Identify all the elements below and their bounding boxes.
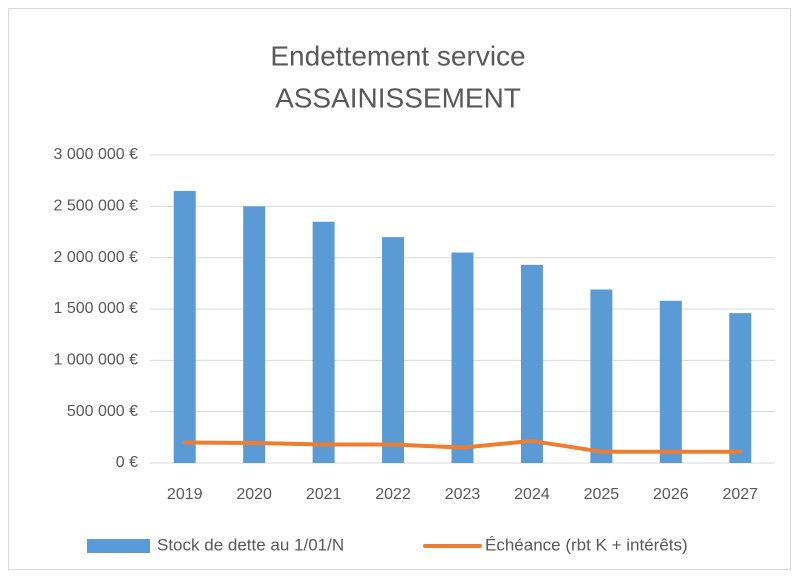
x-tick-label: 2025 xyxy=(584,486,620,503)
bar xyxy=(243,206,266,464)
bar xyxy=(451,252,474,463)
y-tick-label: 3 000 000 € xyxy=(53,146,138,163)
y-tick-label: 0 € xyxy=(116,454,138,471)
x-tick-label: 2027 xyxy=(722,486,758,503)
bar xyxy=(729,313,752,463)
y-tick-label: 1 500 000 € xyxy=(53,300,138,317)
x-tick-label: 2021 xyxy=(306,486,342,503)
y-tick-label: 2 000 000 € xyxy=(53,249,138,266)
chart-title: ASSAINISSEMENT xyxy=(275,82,521,113)
bar xyxy=(659,300,682,463)
bar xyxy=(590,289,613,463)
bar xyxy=(382,237,405,463)
y-tick-label: 2 500 000 € xyxy=(53,198,138,215)
legend-label: Stock de dette au 1/01/N xyxy=(157,535,344,554)
line xyxy=(182,438,743,454)
chart-title: Endettement service xyxy=(270,40,525,71)
y-tick-label: 1 000 000 € xyxy=(53,352,138,369)
y-tick-label: 500 000 € xyxy=(67,403,138,420)
x-tick-label: 2022 xyxy=(375,486,411,503)
legend-label: Échéance (rbt K + intérêts) xyxy=(485,535,688,554)
legend-swatch xyxy=(87,539,150,553)
bar xyxy=(173,190,196,463)
bar xyxy=(312,221,335,463)
x-tick-label: 2019 xyxy=(167,486,203,503)
x-tick-label: 2023 xyxy=(445,486,481,503)
bar xyxy=(520,264,543,463)
x-tick-label: 2024 xyxy=(514,486,550,503)
x-tick-label: 2020 xyxy=(236,486,272,503)
x-tick-label: 2026 xyxy=(653,486,689,503)
